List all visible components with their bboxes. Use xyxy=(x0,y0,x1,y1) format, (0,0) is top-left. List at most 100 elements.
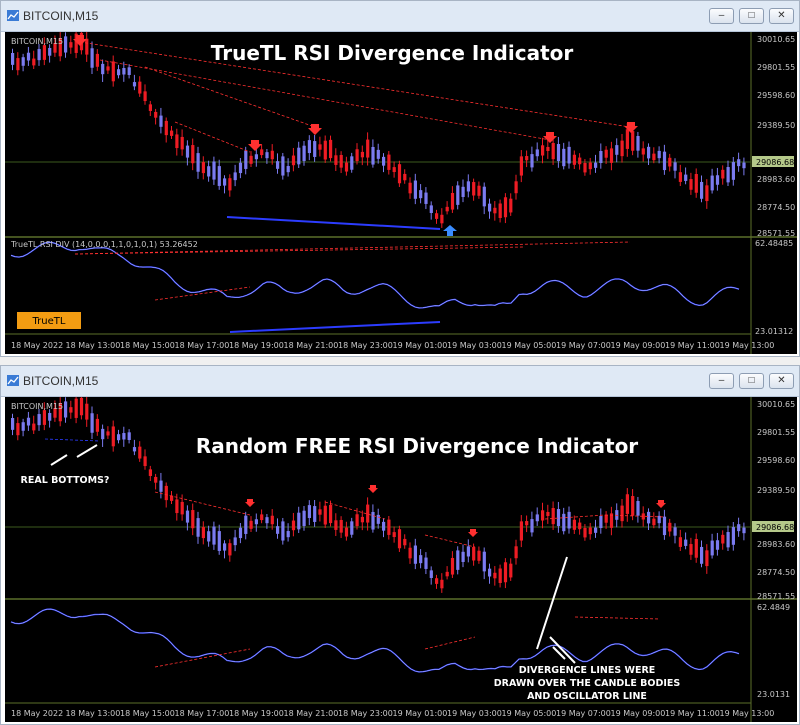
candle-body xyxy=(196,153,200,172)
candle-body xyxy=(21,57,25,66)
candle-body xyxy=(148,469,152,476)
time-label: 19 May 01:00 xyxy=(393,341,448,350)
candle-body xyxy=(387,519,391,535)
rsi-divergence-line xyxy=(424,636,476,650)
time-label: 18 May 15:00 xyxy=(120,709,175,718)
sell-arrow-icon xyxy=(468,529,478,537)
candle-body xyxy=(122,433,126,440)
candle-body xyxy=(578,157,582,165)
candle-body xyxy=(291,155,296,166)
maximize-button[interactable]: □ xyxy=(739,373,764,389)
close-button[interactable]: ✕ xyxy=(769,8,794,24)
candle-body xyxy=(281,521,285,541)
buy-arrow-icon xyxy=(443,225,457,236)
candle-body xyxy=(546,146,550,151)
candle-body xyxy=(657,150,661,159)
symbol-label: BITCOIN,M15 xyxy=(11,402,63,411)
candle-body xyxy=(297,512,301,530)
candle-body xyxy=(37,49,41,61)
candle-body xyxy=(201,162,205,174)
candle-body xyxy=(604,149,608,158)
candle-body xyxy=(684,539,688,546)
time-axis-labels: 18 May 2022 18 May 13:00 18 May 15:00 18 Ma… xyxy=(11,709,774,718)
price-level: 28571.55 xyxy=(757,229,795,238)
candle-body xyxy=(700,546,704,564)
window-titlebar[interactable]: BITCOIN,M15 – □ ✕ xyxy=(1,366,799,397)
candles-group xyxy=(11,32,746,228)
candle-body xyxy=(657,515,661,524)
candle-body xyxy=(551,142,555,160)
candle-body xyxy=(138,81,142,94)
candle-body xyxy=(519,521,523,541)
candle-body xyxy=(217,531,221,551)
price-level: 30010.65 xyxy=(757,35,795,44)
time-label: 19 May 11:00 xyxy=(665,709,720,718)
price-level: 28983.60 xyxy=(757,175,795,184)
price-chart[interactable]: BITCOIN,M15 TrueTL RSI Divergence Indica… xyxy=(5,32,797,354)
time-label: 19 May 09:00 xyxy=(611,709,666,718)
price-level: 29598.60 xyxy=(757,91,795,100)
maximize-button[interactable]: □ xyxy=(739,8,764,24)
price-level: 29389.50 xyxy=(757,121,795,130)
price-level: 28983.60 xyxy=(757,540,795,549)
candle-body xyxy=(715,175,720,185)
candle-body xyxy=(530,154,534,168)
candle-body xyxy=(26,417,31,426)
time-label: 19 May 13:00 xyxy=(720,709,775,718)
candle-body xyxy=(472,547,476,561)
candle-body xyxy=(509,563,513,578)
rsi-line xyxy=(10,608,740,673)
truetl-badge[interactable] xyxy=(17,312,81,329)
candle-body xyxy=(397,529,402,549)
sell-arrow-icon xyxy=(245,499,255,507)
candle-body xyxy=(260,149,264,156)
candle-body xyxy=(466,181,470,192)
close-button[interactable]: ✕ xyxy=(769,373,794,389)
candle-body xyxy=(419,555,423,564)
candle-body xyxy=(318,144,322,150)
candle-body xyxy=(583,527,587,538)
minimize-button[interactable]: – xyxy=(709,373,734,389)
candle-body xyxy=(350,156,354,170)
candle-body xyxy=(334,155,338,165)
candle-body xyxy=(625,494,629,514)
rsi-divergence-line xyxy=(74,246,526,255)
candle-body xyxy=(519,156,523,176)
candle-body xyxy=(578,522,582,530)
window-titlebar[interactable]: BITCOIN,M15 – □ ✕ xyxy=(1,1,799,32)
window-title: BITCOIN,M15 xyxy=(23,374,99,388)
candle-body xyxy=(201,527,205,539)
candle-body xyxy=(477,185,481,196)
candle-body xyxy=(742,162,746,169)
candle-body xyxy=(307,140,311,154)
current-price: 29086.68 xyxy=(756,158,794,167)
candle-body xyxy=(148,104,152,111)
price-level: 29598.60 xyxy=(757,456,795,465)
minimize-button[interactable]: – xyxy=(709,8,734,24)
chart-window-random-free[interactable]: BITCOIN,M15 – □ ✕ BITCOIN,M15 Random FRE… xyxy=(0,365,800,725)
candle-body xyxy=(641,148,645,155)
chart-window-truetl[interactable]: BITCOIN,M15 – □ ✕ BITCOIN,M15 TrueTL RSI… xyxy=(0,0,800,357)
sell-arrow-icon xyxy=(656,500,666,508)
time-label: 19 May 05:00 xyxy=(502,709,557,718)
candle-body xyxy=(42,410,46,425)
candle-body xyxy=(143,91,147,102)
candle-body xyxy=(403,173,407,181)
candle-body xyxy=(111,426,115,447)
candle-body xyxy=(302,145,306,162)
candle-body xyxy=(594,162,598,168)
candle-body xyxy=(26,52,31,61)
candle-body xyxy=(413,180,417,199)
candle-body xyxy=(525,156,529,161)
candle-body xyxy=(715,540,720,550)
price-level: 29801.55 xyxy=(757,63,795,72)
candle-body xyxy=(594,527,598,533)
candle-body xyxy=(355,149,359,162)
time-label: 19 May 11:00 xyxy=(665,341,720,350)
price-chart[interactable]: BITCOIN,M15 Random FREE RSI Divergence I… xyxy=(5,397,797,722)
candle-body xyxy=(101,63,105,75)
candle-body xyxy=(450,192,455,210)
divergence-line xyxy=(154,491,251,516)
divergence-line xyxy=(424,534,476,548)
candle-body xyxy=(721,169,725,179)
